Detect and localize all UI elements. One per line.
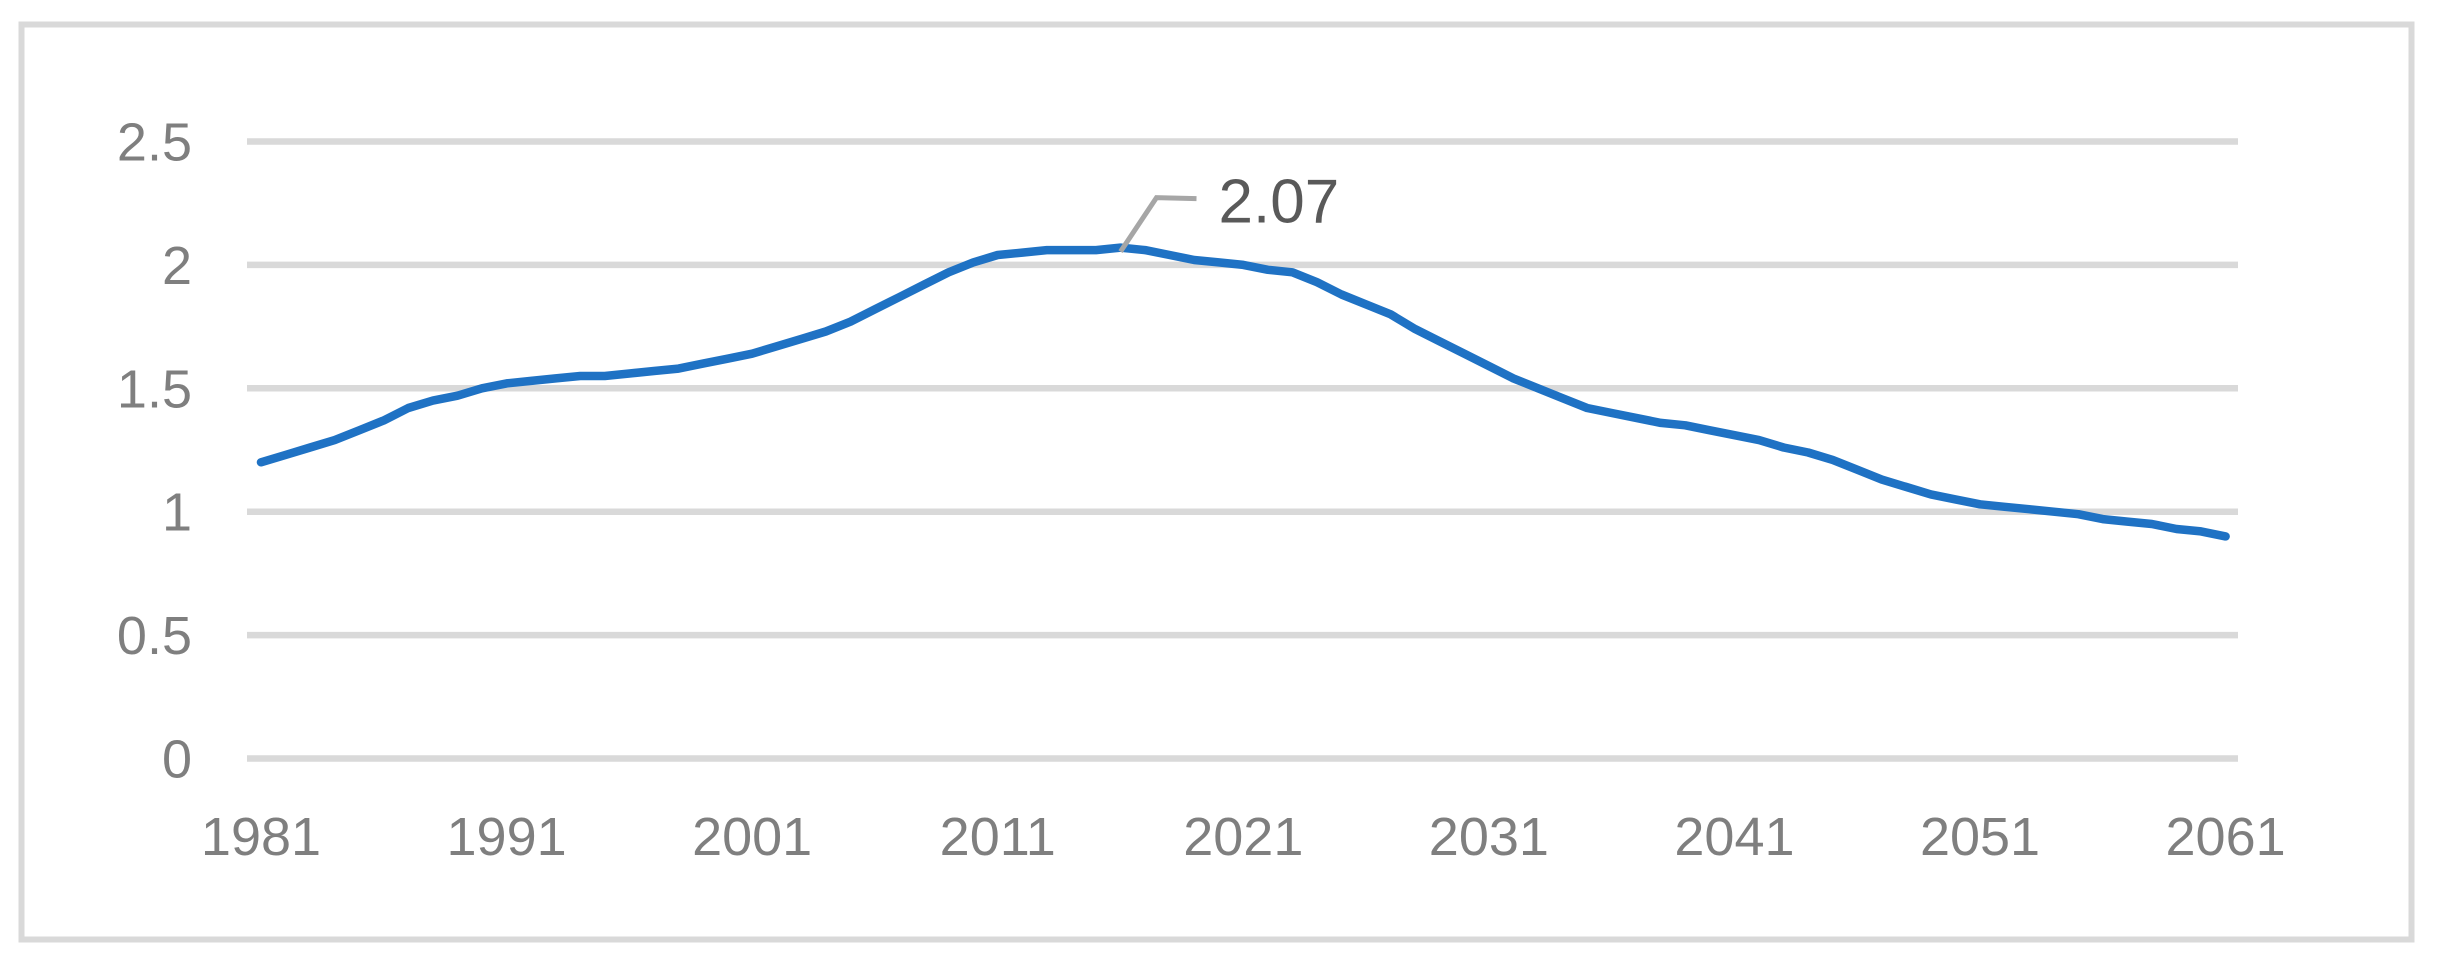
data-series-line: [256, 243, 2230, 541]
y-axis-tick-label: 1: [162, 483, 192, 543]
x-axis-labels: 1981 1991 2001 2011 2021 2031 2041 2051 2061: [201, 807, 2286, 867]
x-axis-tick-label: 2001: [692, 807, 812, 867]
x-axis-tick-label: 2041: [1674, 807, 1794, 867]
y-axis-tick-label: 0.5: [117, 606, 192, 666]
callout-leader-line: [1118, 195, 1197, 253]
y-axis-labels: 0 0.5 1 1.5 2 2.5: [117, 113, 192, 790]
y-axis-tick-label: 2: [162, 236, 192, 296]
peak-data-label: 2.07: [1219, 168, 1340, 237]
x-axis-tick-label: 2011: [940, 807, 1056, 867]
y-axis-tick-label: 1.5: [117, 359, 192, 419]
y-axis-tick-label: 2.5: [117, 113, 192, 173]
x-axis-tick-label: 1991: [447, 807, 567, 867]
x-axis-tick-label: 2031: [1429, 807, 1549, 867]
x-axis-tick-label: 2021: [1183, 807, 1303, 867]
chart-area-border: [18, 21, 2415, 943]
x-axis-tick-label: 2061: [2166, 807, 2286, 867]
x-axis-tick-label: 2051: [1920, 807, 2040, 867]
y-axis-tick-label: 0: [162, 730, 192, 790]
x-axis-tick-label: 1981: [201, 807, 321, 867]
